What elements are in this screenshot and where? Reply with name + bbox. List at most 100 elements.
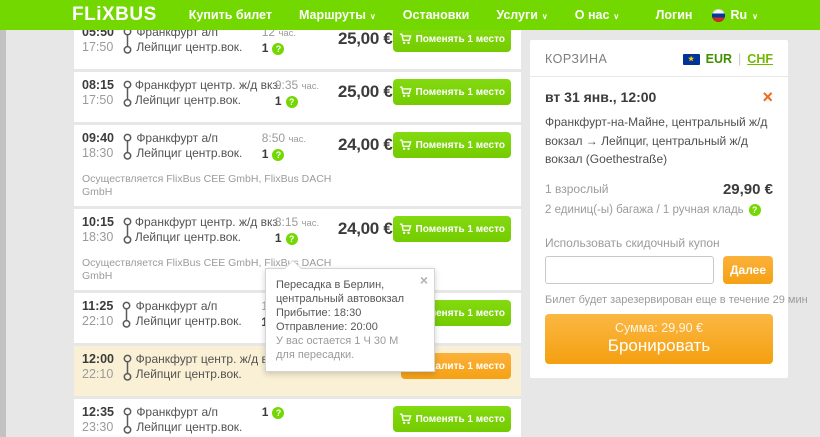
from-station: Франкфурт центр. ж/д вкз. [134, 215, 282, 229]
nav-item-3[interactable]: Услуги ∨ [496, 8, 548, 22]
cart-icon [399, 139, 412, 151]
arrival-time: 18:30 [82, 146, 114, 160]
route-icon [114, 405, 136, 437]
cart-item-route: Франкфурт-на-Майне, центральный ж/д вокз… [545, 115, 768, 167]
coupon-submit-button[interactable]: Далее [723, 255, 773, 284]
reservation-note: Билет будет зарезервирован еще в течение… [545, 293, 808, 306]
question-icon[interactable]: ? [748, 203, 761, 216]
trip-meta: 8:50 час. 1 ? [262, 131, 318, 162]
trip-meta: 8:15 час. 1 ? [275, 215, 325, 246]
language-label: Ru [730, 8, 748, 22]
row-button-label: Поменять 1 место [415, 307, 505, 319]
coupon-input[interactable] [545, 255, 714, 284]
change-seat-button[interactable]: Поменять 1 место [392, 216, 511, 242]
route-icon [114, 352, 136, 389]
question-icon[interactable]: ? [272, 148, 285, 161]
seat-count: 1 ? [262, 147, 318, 162]
nav-item-0[interactable]: Купить билет [188, 8, 272, 22]
coupon-label: Использовать скидочный купон [545, 235, 720, 250]
trip-row: 08:15 17:50 Франкфурт центр. ж/д вкз. Ле… [74, 72, 521, 122]
trip-meta: 9:35 час. 1 ? [275, 78, 325, 109]
flixbus-logo[interactable]: FLiXBUS [72, 4, 157, 25]
trip-times: 12:00 22:10 [82, 352, 114, 382]
top-navbar: FLiXBUS Купить билет Маршруты ∨ Остановки Ус… [0, 0, 820, 30]
trip-list: 05:50 17:50 Франкфурт а/п Лейпциг центр.… [74, 19, 521, 437]
language-selector[interactable]: Ru ∨ [712, 8, 758, 22]
baggage-row: 2 единиц(-ы) багажа / 1 ручная кладь ? [545, 203, 773, 216]
book-sum-line: Сумма: 29,90 € [615, 320, 703, 335]
to-station: Лейпциг центр.вок. [136, 146, 243, 160]
login-link[interactable]: Логин [655, 8, 693, 22]
from-station: Франкфурт центр. ж/д вкз. [134, 78, 282, 92]
tooltip-times-text: Прибытие: 18:30 Отправление: 20:00 [276, 307, 378, 333]
cart-header: КОРЗИНА ★ EUR | CHF [545, 52, 773, 66]
trip-stations: Франкфурт центр. ж/д вкз. Лейпциг центр.… [134, 78, 282, 108]
trip-stations: Франкфурт центр. ж/д вкз. Лейпциг центр.… [134, 215, 282, 245]
route-icon [114, 78, 135, 115]
row-button-label: Поменять 1 место [415, 86, 505, 98]
tooltip-remaining-text: У вас остается 1 Ч 30 М для пересадки. [276, 335, 399, 361]
change-seat-button[interactable]: Поменять 1 место [392, 26, 511, 52]
chevron-down-icon: ∨ [613, 11, 620, 21]
question-icon[interactable]: ? [272, 42, 285, 55]
arrival-time: 18:30 [82, 230, 114, 244]
change-seat-button[interactable]: Поменять 1 место [392, 406, 511, 432]
transfer-tooltip: × Пересадка в Берлин, центральный автово… [265, 260, 435, 372]
trip-price: 24,00 € [337, 219, 393, 238]
trip-row: 12:35 23:30 Франкфурт а/п Лейпциг центр.… [74, 399, 521, 437]
route-icon [114, 131, 136, 168]
trip-price [317, 405, 392, 409]
question-icon[interactable]: ? [285, 232, 298, 245]
trip-stations: Франкфурт а/п Лейпциг центр.вок. [136, 131, 261, 161]
currency-switcher: ★ EUR | CHF [682, 52, 773, 66]
to-station: Лейпциг центр.вок. [135, 314, 242, 328]
currency-eur[interactable]: EUR [705, 52, 733, 66]
departure-time: 12:35 [82, 405, 114, 419]
cart-icon [399, 86, 412, 98]
trip-price: 25,00 € [337, 82, 393, 101]
question-icon[interactable]: ? [272, 406, 285, 419]
currency-chf[interactable]: CHF [747, 52, 773, 66]
remove-cart-item-icon[interactable]: × [762, 87, 773, 107]
trip-times: 09:40 18:30 [82, 131, 114, 161]
trip-price: 24,00 € [337, 135, 393, 154]
trip-times: 08:15 17:50 [82, 78, 114, 108]
trip-price: 25,00 € [337, 29, 393, 48]
arrival-time: 22:10 [82, 314, 114, 328]
baggage-label: 2 единиц(-ы) багажа / 1 ручная кладь [545, 203, 744, 216]
row-button-label: Поменять 1 место [415, 413, 505, 425]
chevron-down-icon: ∨ [541, 11, 548, 21]
from-station: Франкфурт а/п [135, 299, 218, 313]
eu-flag-icon: ★ [682, 53, 700, 65]
passenger-price: 29,90 € [722, 180, 773, 198]
trip-duration: 9:35 час. [274, 78, 320, 92]
trip-duration: 8:15 час. [274, 215, 320, 229]
coupon-row: Далее [545, 255, 773, 284]
russian-flag-icon [712, 8, 726, 22]
question-icon[interactable]: ? [285, 95, 298, 108]
from-station: Франкфурт а/п [136, 131, 219, 145]
arrival-time: 17:50 [82, 93, 114, 107]
arrival-time: 17:50 [82, 40, 114, 54]
tooltip-close-icon[interactable]: × [419, 272, 428, 288]
change-seat-button[interactable]: Поменять 1 место [392, 79, 511, 105]
arrival-time: 22:10 [82, 367, 114, 381]
operator-note: Осуществляется FlixBus CEE GmbH, FlixBus… [82, 257, 332, 282]
book-button[interactable]: Сумма: 29,90 € Бронировать [545, 313, 773, 364]
trip-times: 11:25 22:10 [82, 299, 113, 329]
book-button-label: Бронировать [607, 335, 711, 355]
departure-time: 11:25 [82, 299, 114, 313]
cart-title: КОРЗИНА [545, 52, 608, 66]
to-station: Лейпциг центр.вок. [136, 420, 243, 434]
departure-time: 10:15 [82, 215, 114, 229]
window-edge [0, 30, 6, 437]
nav-item-4[interactable]: О нас ∨ [574, 8, 620, 22]
trip-meta: 1 ? [262, 405, 318, 420]
nav-item-1[interactable]: Маршруты ∨ [298, 8, 376, 22]
route-icon [113, 299, 135, 336]
cart-panel: КОРЗИНА ★ EUR | CHF вт 31 янв., 12:00 × … [530, 40, 808, 378]
cart-icon [399, 223, 412, 235]
change-seat-button[interactable]: Поменять 1 место [392, 132, 511, 158]
nav-item-2[interactable]: Остановки [402, 8, 470, 22]
